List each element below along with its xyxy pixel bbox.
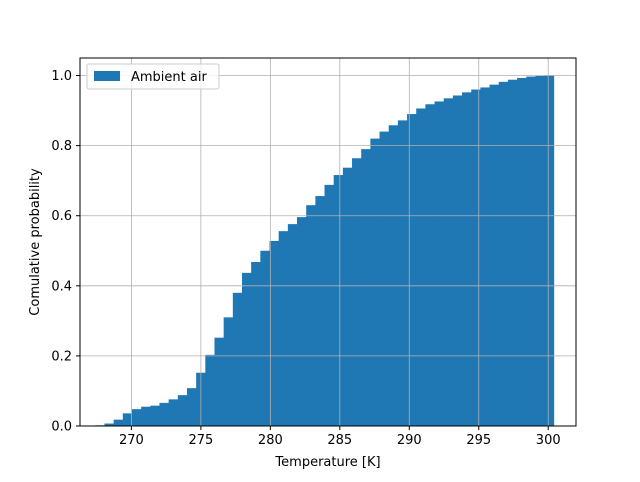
histogram-bar [370, 138, 380, 427]
y-tick-label: 0.0 [51, 420, 72, 435]
x-tick-label: 275 [188, 433, 213, 448]
histogram-bar [232, 292, 243, 426]
histogram-bar [251, 261, 261, 426]
histogram-bar [397, 120, 408, 426]
y-tick-label: 0.4 [51, 279, 72, 294]
histogram-bar [269, 240, 280, 426]
histogram-bar [526, 76, 536, 426]
histogram-bar [223, 317, 234, 426]
histogram-bar [278, 231, 289, 426]
histogram-bar [113, 419, 124, 426]
y-axis-label: Comulative probability [28, 168, 43, 316]
x-axis-ticks: 270 275 280 285 290 295 300 [119, 426, 561, 448]
histogram-bar [388, 125, 399, 426]
legend-swatch [94, 71, 120, 81]
histogram-bar [452, 95, 463, 426]
histogram-bar [205, 354, 215, 426]
axes-frame [79, 57, 577, 427]
x-tick-label: 290 [397, 433, 422, 448]
histogram-bar [260, 250, 270, 426]
legend-label: Ambient air [131, 70, 207, 85]
histogram-bar [361, 149, 371, 426]
legend-box [86, 63, 220, 90]
histogram-bar [517, 77, 527, 426]
histogram-bar [104, 423, 115, 426]
y-tick-label: 0.6 [51, 209, 72, 224]
histogram-bar [315, 196, 325, 426]
y-tick-label: 1.0 [51, 69, 72, 84]
histogram-bar [177, 395, 188, 426]
histogram-bar [186, 388, 197, 426]
y-tick-label: 0.8 [51, 139, 72, 154]
x-tick-label: 270 [119, 433, 144, 448]
histogram-bar [379, 131, 390, 426]
histogram-bar [150, 405, 160, 426]
histogram-bar [535, 75, 545, 427]
y-axis-ticks: 0.0 0.2 0.4 0.6 0.8 1.0 [51, 69, 80, 435]
histogram-bar [462, 92, 472, 426]
histogram-bar [480, 87, 490, 426]
x-tick-label: 300 [536, 433, 561, 448]
histogram-bar [425, 104, 435, 426]
histogram-bar [242, 272, 252, 426]
histogram-bar [507, 79, 518, 426]
histogram-bar [342, 167, 353, 426]
histogram-bar [306, 205, 316, 426]
histogram-bar [324, 184, 335, 426]
grid-lines [80, 58, 576, 427]
histogram-bar [168, 399, 179, 426]
x-tick-label: 295 [466, 433, 491, 448]
histogram-bar [214, 337, 225, 426]
x-axis-label: Temperature [K] [274, 455, 380, 470]
histogram-bar [544, 75, 555, 427]
histogram-bar [333, 175, 344, 426]
histogram-bar [434, 101, 445, 427]
histogram-bar [443, 98, 454, 427]
histogram-bar [498, 81, 509, 426]
y-tick-label: 0.2 [51, 349, 72, 364]
bar-series [95, 75, 555, 427]
histogram-bar [471, 89, 481, 426]
histogram-bar [159, 402, 170, 426]
x-tick-label: 280 [258, 433, 283, 448]
legend: Ambient air [86, 63, 220, 90]
histogram-bar [122, 413, 133, 426]
x-tick-label: 285 [327, 433, 352, 448]
histogram-bar [131, 409, 142, 426]
histogram-bar [407, 114, 417, 426]
histogram-bar [141, 406, 151, 426]
histogram-bar [489, 84, 500, 426]
histogram-bar [297, 217, 307, 426]
histogram-bar [287, 224, 298, 426]
histogram-bar [416, 108, 426, 426]
histogram-bar [352, 158, 362, 427]
